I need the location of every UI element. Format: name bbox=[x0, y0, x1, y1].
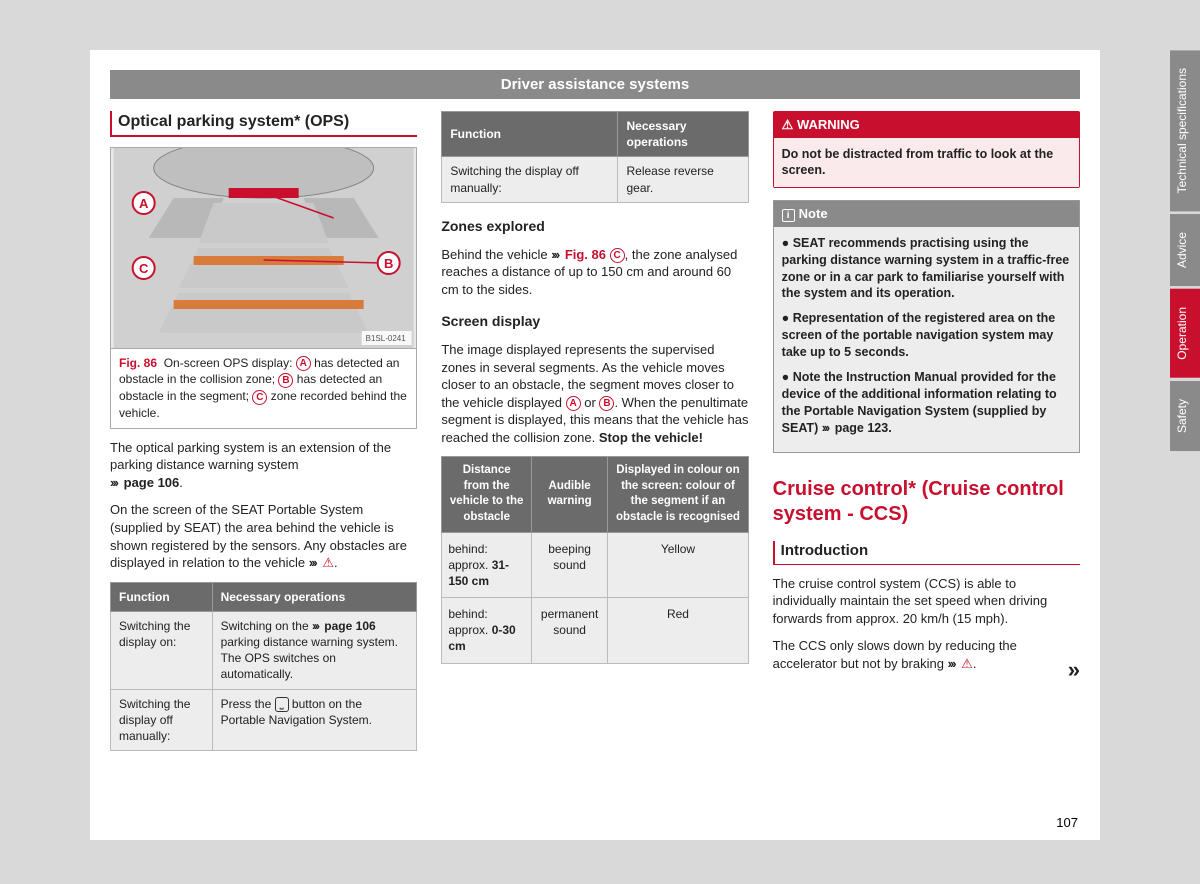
tab-advice[interactable]: Advice bbox=[1170, 214, 1200, 286]
tab-tech-specs[interactable]: Technical specifications bbox=[1170, 50, 1200, 211]
warning-triangle-icon: ⚠ bbox=[322, 555, 334, 570]
table-row: Switching the display off manually: Rele… bbox=[442, 157, 748, 202]
subsection-intro: Introduction bbox=[773, 541, 1080, 564]
marker-a: A bbox=[296, 356, 311, 371]
table-functions-2: FunctionNecessary operations Switching t… bbox=[441, 111, 748, 203]
marker-b: B bbox=[278, 373, 293, 388]
table-row: behind: approx. 31-150 cm beeping sound … bbox=[442, 532, 748, 598]
subhead-screen: Screen display bbox=[441, 312, 748, 331]
note-item: Representation of the registered area on… bbox=[782, 310, 1071, 361]
page-number: 107 bbox=[1056, 815, 1078, 830]
para-ops-screen: On the screen of the SEAT Portable Syste… bbox=[110, 501, 417, 571]
warning-box: ⚠ WARNING Do not be distracted from traf… bbox=[773, 111, 1080, 188]
column-2: FunctionNecessary operations Switching t… bbox=[441, 111, 748, 751]
tab-safety[interactable]: Safety bbox=[1170, 381, 1200, 451]
info-icon: i bbox=[782, 209, 795, 222]
svg-text:C: C bbox=[139, 261, 149, 276]
column-3: ⚠ WARNING Do not be distracted from traf… bbox=[773, 111, 1080, 751]
column-1: Optical parking system* (OPS) A bbox=[110, 111, 417, 751]
continuation-arrow: » bbox=[1068, 655, 1080, 685]
marker-c-inline: C bbox=[610, 248, 625, 263]
warning-header: ⚠ WARNING bbox=[774, 112, 1079, 138]
page-header: Driver assistance systems bbox=[110, 70, 1080, 99]
table-distance: Distance from the vehicle to the obstacl… bbox=[441, 456, 748, 663]
side-tabs: Technical specifications Advice Operatio… bbox=[1170, 50, 1200, 454]
content-columns: Optical parking system* (OPS) A bbox=[90, 111, 1100, 751]
marker-b-inline: B bbox=[599, 396, 614, 411]
note-header: iNote bbox=[774, 201, 1079, 227]
table-functions-1: FunctionNecessary operations Switching t… bbox=[110, 582, 417, 752]
note-body: SEAT recommends practising using the par… bbox=[774, 227, 1079, 453]
figure-caption: Fig. 86 On-screen OPS display: A has det… bbox=[111, 348, 416, 428]
marker-c: C bbox=[252, 390, 267, 405]
para-ops-intro: The optical parking system is an extensi… bbox=[110, 439, 417, 492]
section-title-ccs: Cruise control* (Cruise control system -… bbox=[773, 477, 1080, 527]
button-icon: ⎵ bbox=[275, 697, 289, 713]
svg-text:A: A bbox=[139, 196, 149, 211]
warning-body: Do not be distracted from traffic to loo… bbox=[774, 138, 1079, 188]
section-title-ops: Optical parking system* (OPS) bbox=[110, 111, 417, 137]
warning-triangle-icon: ⚠ bbox=[961, 656, 973, 671]
note-item: Note the Instruction Manual provided for… bbox=[782, 369, 1071, 437]
svg-text:B: B bbox=[384, 256, 393, 271]
para-zones: Behind the vehicle ››› Fig. 86 C, the zo… bbox=[441, 246, 748, 299]
note-item: SEAT recommends practising using the par… bbox=[782, 235, 1071, 303]
warning-icon: ⚠ bbox=[782, 117, 794, 132]
manual-page: Driver assistance systems Optical parkin… bbox=[90, 50, 1100, 840]
subhead-zones: Zones explored bbox=[441, 217, 748, 236]
marker-a-inline: A bbox=[566, 396, 581, 411]
table-row: Switching the display off manually: Pres… bbox=[111, 689, 417, 751]
note-box: iNote SEAT recommends practising using t… bbox=[773, 200, 1080, 453]
para-ccs-1: The cruise control system (CCS) is able … bbox=[773, 575, 1080, 628]
table-row: Switching the display on: Switching on t… bbox=[111, 611, 417, 689]
svg-text:B1SL-0241: B1SL-0241 bbox=[366, 334, 407, 343]
table-row: behind: approx. 0-30 cm permanent sound … bbox=[442, 598, 748, 664]
figure-86: A C B B1SL-0241 Fig. 86 On-screen OPS di… bbox=[110, 147, 417, 429]
ops-diagram: A C B B1SL-0241 bbox=[111, 148, 416, 348]
para-screen-display: The image displayed represents the super… bbox=[441, 341, 748, 446]
tab-operation[interactable]: Operation bbox=[1170, 289, 1200, 378]
para-ccs-2: The CCS only slows down by reducing the … bbox=[773, 637, 1080, 672]
